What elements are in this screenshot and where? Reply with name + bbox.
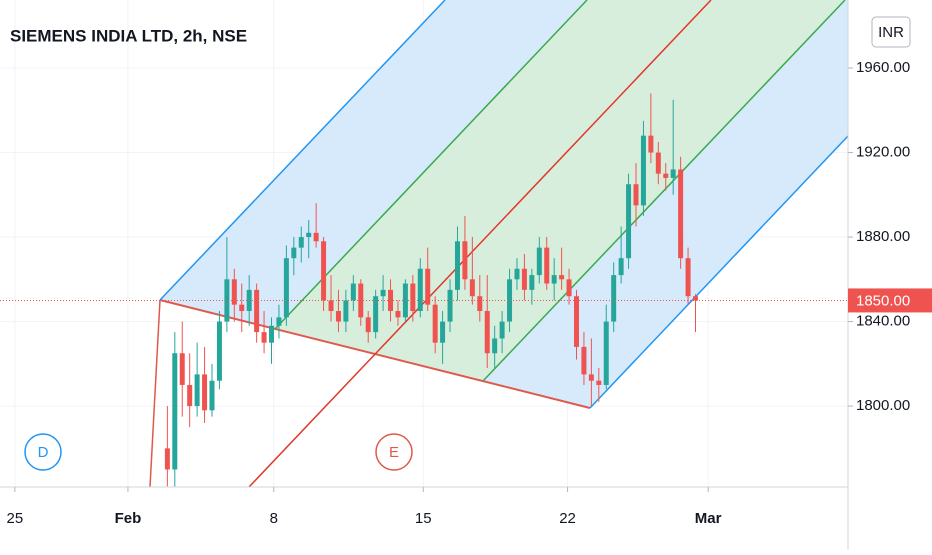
- candle-body: [261, 332, 267, 343]
- last-price-label: 1850.00: [856, 292, 910, 309]
- candles: [164, 93, 699, 487]
- currency-box[interactable]: [871, 16, 911, 48]
- candle-body: [588, 374, 594, 381]
- y-tick-label: 1880.00: [856, 228, 910, 245]
- candle-body: [492, 338, 498, 354]
- axes: 1800.00 1840.00 1880.00 1920.00 1960.00 25 Feb…: [7, 59, 911, 527]
- candle-body: [224, 279, 230, 322]
- candle-body: [254, 289, 260, 333]
- candle-body: [633, 184, 639, 206]
- candle-body: [566, 279, 572, 297]
- candle-body: [477, 296, 483, 312]
- pitchfork-upper: [159, 0, 446, 301]
- candle-body: [365, 317, 371, 333]
- candle-body: [693, 296, 699, 301]
- last-price-box: [848, 288, 932, 313]
- candle-body: [685, 258, 691, 297]
- candle-body: [454, 241, 460, 290]
- x-tick-label: 15: [415, 510, 432, 527]
- candle-body: [216, 321, 222, 381]
- candle-body: [529, 275, 535, 290]
- candle-body: [410, 283, 416, 312]
- y-tick-label: 1840.00: [856, 313, 910, 330]
- pitchfork-median: [248, 0, 712, 487]
- candle-body: [573, 296, 579, 347]
- annotation-circle: [24, 433, 62, 471]
- candle-body: [269, 325, 275, 343]
- candle-body: [194, 374, 200, 407]
- chart-title: SIEMENS INDIA LTD, 2h, NSE: [10, 26, 247, 45]
- candle-body: [164, 448, 170, 470]
- y-tick-label: 1920.00: [856, 144, 910, 161]
- candle-body: [521, 268, 527, 290]
- x-tick-label: 25: [7, 510, 24, 527]
- currency-label[interactable]: INR: [878, 24, 904, 41]
- pitchfork-inner-zone: [275, 0, 845, 381]
- candle-body: [380, 289, 386, 297]
- candle-body: [678, 169, 684, 259]
- pitchfork: [149, 0, 848, 487]
- candle-body: [551, 275, 557, 284]
- candle-body: [618, 258, 624, 276]
- candle-body: [343, 300, 349, 322]
- candle-body: [425, 268, 431, 305]
- candle-body: [417, 268, 423, 312]
- candle-body: [179, 353, 185, 385]
- candle-body: [640, 135, 646, 206]
- candle-body: [484, 311, 490, 354]
- candle-body: [536, 247, 542, 276]
- candle-body: [187, 384, 193, 407]
- pitchfork-handle: [149, 299, 161, 487]
- candle-body: [544, 247, 550, 284]
- candle-body: [603, 321, 609, 385]
- pitchfork-inner-lower: [482, 0, 846, 382]
- candle-body: [514, 268, 520, 280]
- candle-body: [172, 353, 178, 470]
- annotation-label: E: [389, 444, 399, 461]
- candle-body: [283, 258, 289, 318]
- annotation-circle: [375, 433, 413, 471]
- x-tick-label: 8: [270, 510, 278, 527]
- y-tick-label: 1800.00: [856, 397, 910, 414]
- candle-body: [507, 279, 513, 322]
- x-tick-label: Feb: [115, 510, 142, 527]
- pitchfork-inner-upper: [274, 0, 588, 330]
- candle-body: [469, 279, 475, 297]
- candle-body: [239, 304, 245, 312]
- candle-body: [499, 321, 505, 339]
- candle-body: [663, 173, 669, 178]
- candle-body: [350, 283, 356, 301]
- candle-body: [462, 241, 468, 280]
- x-tick-label: 22: [559, 510, 576, 527]
- candle-body: [648, 135, 654, 153]
- candle-body: [328, 300, 334, 312]
- candle-body: [581, 346, 587, 375]
- candle-body: [611, 275, 617, 322]
- candle-body: [231, 279, 237, 305]
- candle-body: [440, 321, 446, 343]
- candle-body: [298, 237, 304, 248]
- candle-body: [306, 232, 312, 238]
- candle-body: [202, 374, 208, 411]
- candle-body: [373, 296, 379, 333]
- candle-body: [276, 317, 282, 326]
- annotation-label: D: [38, 444, 49, 461]
- candle-body: [559, 275, 565, 280]
- candle-body: [321, 241, 327, 301]
- candle-body: [626, 184, 632, 259]
- candle-body: [447, 289, 453, 322]
- pitchfork-lower: [589, 135, 848, 409]
- candle-body: [335, 311, 341, 322]
- candle-body: [596, 380, 602, 385]
- candle-body: [432, 304, 438, 343]
- candle-body: [655, 152, 661, 174]
- candle-body: [291, 247, 297, 259]
- candle-body: [395, 311, 401, 318]
- y-tick-label: 1960.00: [856, 59, 910, 76]
- x-tick-label: Mar: [695, 510, 722, 527]
- candle-body: [209, 380, 215, 411]
- candle-body: [313, 232, 319, 242]
- candle-body: [670, 169, 676, 178]
